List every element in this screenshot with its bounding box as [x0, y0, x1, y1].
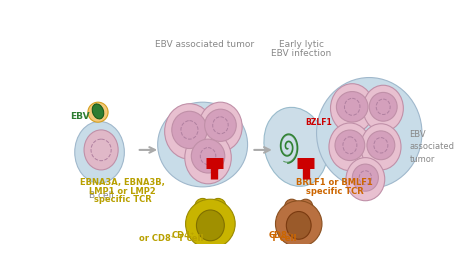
Ellipse shape — [185, 132, 231, 184]
Ellipse shape — [88, 102, 108, 122]
Ellipse shape — [199, 102, 242, 152]
Ellipse shape — [317, 78, 422, 189]
Ellipse shape — [264, 107, 328, 186]
Circle shape — [186, 199, 235, 249]
Text: EBV associated tumor: EBV associated tumor — [155, 40, 255, 49]
Text: Early lytic: Early lytic — [279, 40, 324, 49]
Ellipse shape — [191, 139, 225, 173]
Ellipse shape — [84, 130, 118, 170]
Text: specific TCR: specific TCR — [306, 187, 363, 196]
Ellipse shape — [172, 111, 207, 149]
Circle shape — [210, 198, 226, 214]
Ellipse shape — [164, 104, 214, 159]
Circle shape — [285, 199, 299, 213]
Text: EBV
associated
tumor: EBV associated tumor — [410, 130, 455, 164]
Circle shape — [275, 201, 322, 247]
Ellipse shape — [367, 131, 395, 160]
Text: EBV infection: EBV infection — [271, 49, 331, 58]
Ellipse shape — [330, 84, 374, 133]
Ellipse shape — [329, 123, 371, 171]
Ellipse shape — [361, 124, 401, 170]
Text: CD8⁺: CD8⁺ — [268, 232, 292, 241]
Text: EBNA3A, EBNA3B,: EBNA3A, EBNA3B, — [81, 178, 165, 187]
Text: CD4⁺: CD4⁺ — [172, 232, 195, 241]
Text: BZLF1: BZLF1 — [306, 118, 332, 127]
Circle shape — [299, 199, 313, 213]
Text: or CD8⁺ T cell: or CD8⁺ T cell — [139, 234, 204, 243]
Ellipse shape — [335, 130, 365, 161]
Ellipse shape — [196, 210, 224, 241]
Ellipse shape — [369, 92, 397, 121]
Text: BRLF1 or BMLF1: BRLF1 or BMLF1 — [296, 178, 373, 187]
Ellipse shape — [352, 164, 378, 191]
Ellipse shape — [158, 102, 247, 187]
Text: B cell: B cell — [89, 192, 114, 200]
Text: EBV: EBV — [70, 112, 90, 121]
Ellipse shape — [286, 212, 311, 239]
Text: LMP1 or LMP2: LMP1 or LMP2 — [90, 187, 156, 196]
Text: specific TCR: specific TCR — [94, 195, 152, 204]
Ellipse shape — [205, 109, 236, 141]
Ellipse shape — [346, 158, 385, 201]
Ellipse shape — [92, 104, 104, 119]
Ellipse shape — [363, 85, 403, 132]
Circle shape — [195, 198, 210, 214]
Text: T cell: T cell — [271, 234, 297, 243]
Ellipse shape — [75, 121, 124, 183]
Ellipse shape — [337, 92, 368, 122]
